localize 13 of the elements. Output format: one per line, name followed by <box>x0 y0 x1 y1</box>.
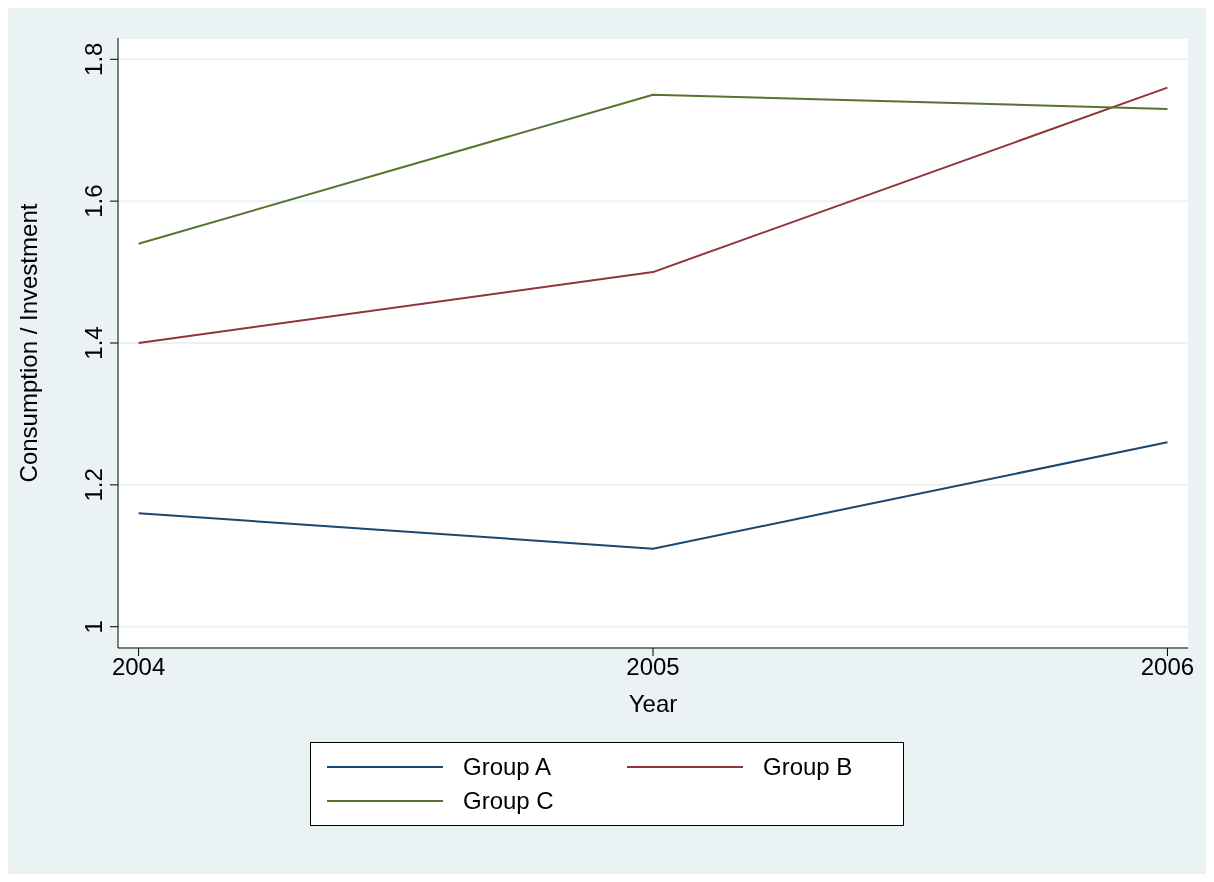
y-tick-label: 1.2 <box>80 468 107 502</box>
legend-label: Group A <box>463 753 552 781</box>
legend-label: Group C <box>463 787 554 815</box>
x-tick-label: 2006 <box>1140 653 1195 681</box>
x-tick-label: 2005 <box>626 653 680 681</box>
legend-label: Group B <box>763 753 853 781</box>
x-tick-label: 2004 <box>111 653 166 681</box>
y-tick-label: 1.4 <box>80 326 107 360</box>
y-tick-label: 1.8 <box>80 42 107 76</box>
y-tick-label: 1.6 <box>80 184 107 218</box>
x-axis-title: Year <box>628 690 678 717</box>
y-axis-title: Consumption / Investment <box>14 203 42 483</box>
y-tick-label: 1 <box>80 620 107 634</box>
